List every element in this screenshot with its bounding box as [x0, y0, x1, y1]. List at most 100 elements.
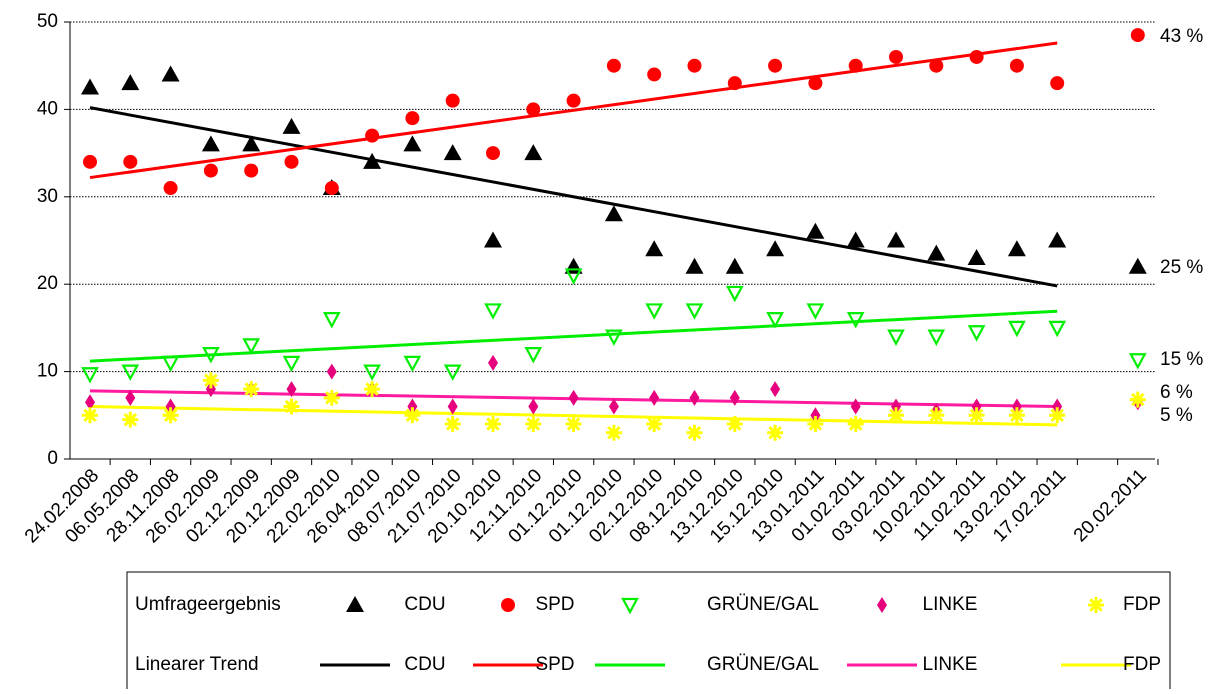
marker [1052, 398, 1063, 415]
marker [968, 407, 985, 424]
marker [363, 364, 381, 381]
marker [848, 58, 863, 73]
marker [526, 102, 541, 117]
marker [162, 407, 179, 424]
marker [887, 329, 905, 346]
marker [725, 285, 744, 303]
marker [806, 222, 825, 239]
marker [81, 367, 99, 384]
legend-label: SPD [535, 654, 574, 675]
marker [242, 135, 261, 152]
legend-label: CDU [404, 654, 445, 675]
marker [729, 389, 740, 406]
marker [608, 398, 619, 415]
marker [1129, 391, 1146, 408]
marker [242, 338, 261, 355]
marker [443, 144, 462, 161]
end-label: 6 % [1160, 382, 1193, 403]
marker [808, 76, 823, 91]
marker [161, 65, 180, 82]
marker [807, 416, 824, 433]
marker [770, 381, 781, 398]
marker [1048, 231, 1067, 248]
marker [444, 416, 461, 433]
end-label: 15 % [1160, 349, 1203, 370]
marker [322, 312, 341, 329]
marker [163, 181, 178, 196]
legend-label: GRÜNE/GAL [707, 594, 819, 615]
marker [165, 398, 176, 415]
marker [727, 76, 742, 91]
marker [850, 398, 861, 415]
marker [85, 394, 95, 411]
legend-label: CDU [404, 594, 445, 615]
marker [364, 381, 381, 398]
legend-row-label: Umfrageergebnis [135, 594, 281, 615]
marker [282, 117, 301, 134]
marker [565, 416, 582, 433]
marker [405, 111, 420, 126]
marker [888, 49, 903, 64]
marker [929, 58, 944, 73]
end-label: 25 % [1160, 257, 1203, 278]
marker [82, 407, 98, 424]
y-tick-label: 40 [37, 98, 58, 119]
marker [284, 154, 299, 169]
marker [283, 398, 300, 415]
marker [524, 347, 543, 364]
marker [524, 144, 543, 161]
marker [202, 372, 219, 389]
marker [81, 78, 99, 95]
marker [121, 74, 140, 91]
legend-label: SPD [535, 594, 574, 615]
legend-label: LINKE [923, 594, 978, 615]
marker [161, 355, 180, 373]
marker [606, 58, 621, 73]
marker [243, 381, 260, 398]
y-tick-label: 50 [37, 11, 58, 32]
legend-label: FDP [1123, 654, 1161, 675]
marker [846, 312, 865, 329]
marker [121, 364, 140, 381]
marker [123, 154, 138, 169]
y-tick-label: 0 [47, 448, 58, 469]
trend-line [89, 41, 1058, 180]
marker [887, 231, 905, 248]
legend-label: FDP [1123, 594, 1161, 615]
marker [566, 93, 581, 108]
marker [568, 389, 579, 406]
marker [1011, 398, 1022, 415]
marker [488, 354, 498, 371]
marker [122, 411, 139, 428]
trend-line [89, 309, 1058, 363]
marker [323, 389, 340, 406]
marker [846, 231, 865, 248]
marker [928, 407, 945, 424]
marker [847, 416, 864, 433]
marker [645, 303, 664, 320]
marker [447, 398, 458, 415]
marker [604, 205, 623, 222]
legend-marker [1088, 597, 1104, 613]
legend-marker [346, 596, 364, 612]
legend-box [126, 571, 1171, 693]
marker [403, 135, 422, 152]
marker [686, 424, 703, 441]
marker [244, 163, 259, 178]
marker [725, 257, 744, 274]
marker [967, 325, 986, 342]
marker [971, 398, 982, 415]
marker [647, 67, 662, 82]
legend-marker [877, 597, 887, 613]
marker [689, 389, 700, 406]
marker [443, 364, 462, 381]
marker [605, 329, 623, 346]
marker [365, 128, 380, 143]
marker [1009, 58, 1024, 73]
marker [525, 416, 542, 433]
marker [687, 58, 702, 73]
legend-label: LINKE [923, 654, 978, 675]
marker [1050, 76, 1065, 91]
marker [203, 163, 218, 178]
